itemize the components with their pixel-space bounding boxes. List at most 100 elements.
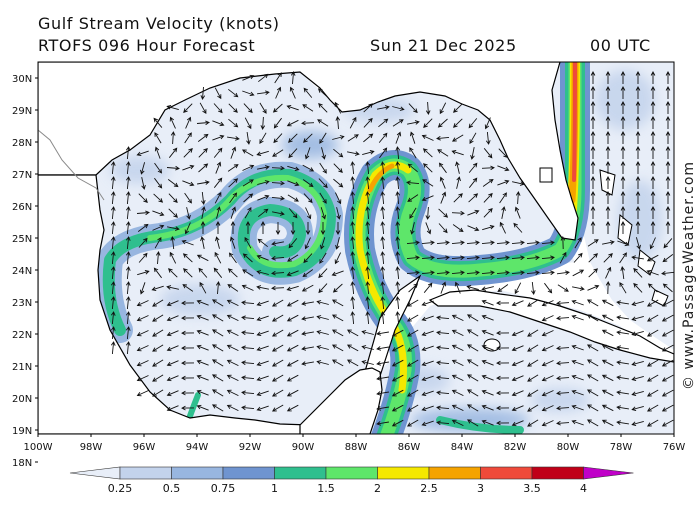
velocity-arrow	[226, 344, 239, 352]
velocity-arrow	[183, 268, 193, 278]
velocity-arrow	[395, 236, 401, 250]
velocity-arrow	[468, 162, 478, 173]
velocity-arrow	[257, 180, 270, 185]
velocity-arrow	[573, 252, 583, 263]
velocity-arrow	[440, 281, 447, 294]
forecast-subtitle: RTOFS 096 Hour Forecast	[38, 36, 256, 55]
velocity-arrow	[650, 116, 656, 129]
velocity-arrow	[110, 176, 116, 190]
velocity-arrow	[665, 86, 671, 99]
velocity-arrow	[321, 147, 326, 160]
velocity-arrow	[200, 236, 205, 249]
velocity-arrow	[605, 116, 611, 129]
velocity-arrow	[406, 314, 419, 322]
velocity-arrow	[226, 404, 239, 412]
velocity-arrow	[395, 131, 402, 144]
velocity-arrow	[137, 223, 149, 232]
velocity-arrow	[256, 150, 269, 156]
velocity-arrow	[350, 161, 356, 175]
velocity-arrow	[436, 255, 450, 261]
velocity-arrow	[271, 180, 285, 186]
velocity-arrow	[616, 375, 629, 380]
velocity-arrow	[350, 251, 356, 265]
velocity-arrow	[181, 405, 195, 411]
velocity-arrow	[169, 251, 177, 264]
colorbar-segment	[274, 466, 327, 480]
velocity-arrow	[302, 104, 314, 112]
velocity-arrow	[380, 221, 386, 235]
velocity-arrow	[316, 330, 329, 335]
velocity-arrow	[152, 329, 164, 337]
velocity-arrow	[649, 237, 656, 250]
velocity-arrow	[305, 222, 311, 235]
velocity-arrow	[154, 236, 162, 249]
velocity-arrow	[213, 177, 223, 188]
velocity-arrow	[571, 389, 584, 396]
velocity-arrow	[318, 268, 328, 279]
velocity-arrow	[631, 375, 644, 381]
velocity-arrow	[646, 389, 659, 397]
velocity-arrow	[421, 195, 434, 202]
velocity-arrow	[271, 359, 284, 367]
velocity-arrow	[196, 254, 209, 262]
velocity-arrow	[481, 270, 495, 276]
velocity-arrow	[183, 103, 193, 113]
velocity-arrow	[211, 344, 224, 352]
velocity-arrow	[481, 314, 494, 321]
velocity-arrow	[196, 359, 209, 366]
velocity-arrow	[302, 269, 314, 278]
velocity-arrow	[110, 221, 116, 235]
velocity-arrow	[287, 194, 299, 202]
velocity-arrow	[527, 299, 539, 307]
velocity-arrow	[496, 405, 510, 411]
colorbar-segment	[428, 466, 481, 480]
velocity-arrow	[541, 255, 555, 261]
velocity-arrow	[363, 103, 373, 113]
velocity-arrow	[453, 103, 463, 113]
velocity-arrow	[110, 266, 116, 280]
velocity-arrow	[631, 405, 644, 411]
velocity-arrow	[199, 281, 207, 294]
velocity-arrow	[334, 192, 342, 205]
velocity-arrow	[272, 103, 283, 113]
lon-label: 100W	[24, 442, 53, 453]
velocity-arrow	[571, 344, 584, 351]
velocity-arrow	[333, 148, 344, 158]
velocity-arrow	[318, 283, 328, 294]
velocity-arrow	[484, 117, 491, 130]
velocity-arrow	[605, 221, 611, 234]
velocity-arrow	[125, 341, 131, 355]
velocity-arrow	[256, 300, 269, 307]
velocity-arrow	[559, 251, 567, 264]
velocity-arrow	[556, 300, 570, 306]
velocity-arrow	[662, 254, 674, 263]
velocity-arrow	[331, 329, 344, 337]
velocity-arrow	[304, 237, 311, 250]
velocity-arrow	[256, 330, 269, 337]
velocity-arrow	[242, 269, 254, 277]
velocity-arrow	[227, 284, 239, 292]
velocity-arrow	[635, 86, 641, 99]
velocity-arrow	[425, 101, 431, 115]
velocity-arrow	[646, 374, 659, 382]
velocity-arrow	[288, 238, 298, 249]
velocity-arrow	[620, 146, 626, 159]
velocity-arrow	[241, 330, 255, 336]
velocity-arrow	[153, 267, 162, 279]
velocity-arrow	[211, 314, 224, 322]
velocity-arrow	[380, 176, 386, 190]
velocity-arrow	[499, 192, 507, 204]
velocity-arrow	[511, 405, 524, 412]
velocity-arrow	[421, 240, 435, 246]
velocity-arrow	[481, 404, 494, 411]
velocity-arrow	[661, 329, 674, 337]
velocity-arrow	[560, 236, 566, 250]
velocity-arrow	[527, 404, 539, 412]
velocity-arrow	[481, 389, 494, 396]
velocity-arrow	[438, 208, 449, 218]
velocity-arrow	[436, 405, 450, 411]
velocity-arrow	[482, 178, 494, 187]
velocity-arrow	[303, 133, 313, 143]
velocity-arrow	[541, 390, 554, 397]
velocity-arrow	[241, 300, 255, 306]
